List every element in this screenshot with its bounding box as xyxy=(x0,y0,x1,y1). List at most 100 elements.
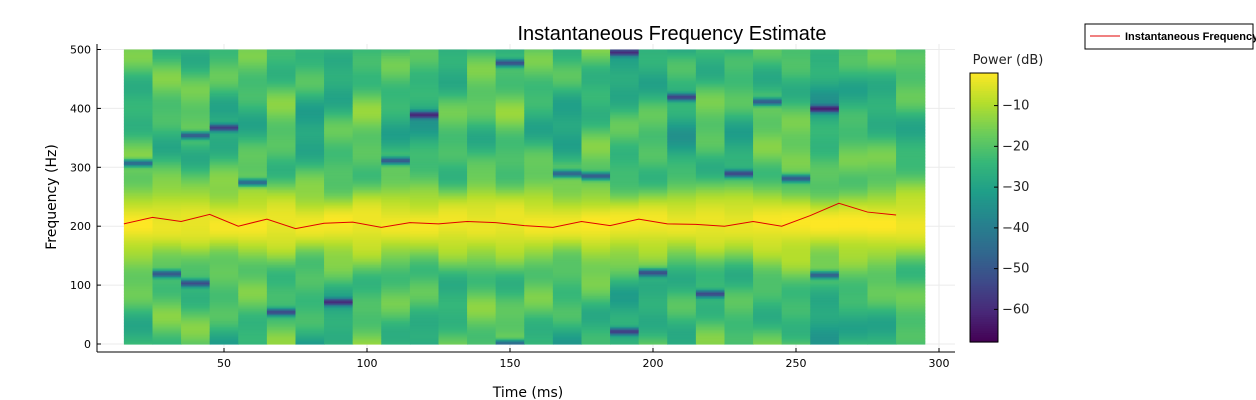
heatmap-cell xyxy=(152,341,182,344)
heatmap-cell xyxy=(638,283,668,286)
heatmap-cell xyxy=(238,145,268,148)
heatmap-cell xyxy=(352,277,382,280)
heatmap-cell xyxy=(123,255,154,258)
heatmap-cell xyxy=(467,293,497,297)
heatmap-cell xyxy=(438,335,468,338)
heatmap-cell xyxy=(552,76,583,79)
heatmap-cell xyxy=(810,168,840,171)
heatmap-cell xyxy=(181,96,211,99)
heatmap-cell xyxy=(438,81,468,84)
heatmap-cell xyxy=(381,164,411,167)
heatmap-cell xyxy=(324,117,354,120)
heatmap-cell xyxy=(753,68,783,71)
heatmap-cell xyxy=(467,96,497,99)
heatmap-cell xyxy=(581,123,611,126)
heatmap-cell xyxy=(381,342,411,345)
heatmap-cell xyxy=(552,335,583,338)
heatmap-cell xyxy=(238,177,268,180)
heatmap-cell xyxy=(181,86,211,89)
heatmap-cell xyxy=(753,149,783,152)
heatmap-cell xyxy=(638,207,668,210)
heatmap-cell xyxy=(552,164,583,167)
heatmap-cell xyxy=(638,111,668,114)
heatmap-cell xyxy=(238,77,268,80)
heatmap-cell xyxy=(324,87,354,90)
heatmap-cell xyxy=(610,183,640,186)
heatmap-cell xyxy=(266,68,297,71)
heatmap-cell xyxy=(495,321,525,324)
heatmap-cell xyxy=(352,137,382,140)
heatmap-cell xyxy=(610,59,640,62)
heatmap-cell xyxy=(467,302,497,305)
heatmap-cell xyxy=(638,77,668,80)
heatmap-cell xyxy=(495,136,525,139)
heatmap-cell xyxy=(324,285,354,288)
heatmap-cell xyxy=(266,292,297,295)
heatmap-cell xyxy=(438,98,468,101)
heatmap-cell xyxy=(409,195,440,198)
heatmap-cell xyxy=(638,226,668,229)
heatmap-cell xyxy=(695,288,726,291)
heatmap-cell xyxy=(152,239,182,242)
heatmap-cell xyxy=(581,321,611,324)
heatmap-cell xyxy=(524,242,554,245)
heatmap-cell xyxy=(467,246,497,249)
heatmap-cell xyxy=(695,142,726,145)
heatmap-cell xyxy=(438,229,468,232)
heatmap-cell xyxy=(409,142,440,145)
heatmap-cell xyxy=(781,264,811,267)
heatmap-cell xyxy=(781,221,811,224)
heatmap-cell xyxy=(552,49,583,52)
heatmap-cell xyxy=(381,133,411,136)
heatmap-cell xyxy=(724,108,754,111)
heatmap-cell xyxy=(495,267,525,270)
heatmap-cell xyxy=(123,112,154,115)
heatmap-cell xyxy=(495,218,525,221)
heatmap-cell xyxy=(324,268,354,271)
heatmap-cell xyxy=(152,84,182,87)
heatmap-cell xyxy=(810,211,840,214)
heatmap-cell xyxy=(467,285,497,288)
heatmap-cell xyxy=(324,195,354,198)
heatmap-cell xyxy=(381,311,411,314)
heatmap-cell xyxy=(667,95,697,98)
heatmap-cell xyxy=(581,140,611,143)
heatmap-cell xyxy=(781,233,811,236)
heatmap-cell xyxy=(123,142,154,145)
heatmap-cell xyxy=(667,211,697,214)
heatmap-cell xyxy=(381,199,411,202)
heatmap-cell xyxy=(438,78,468,82)
heatmap-cell xyxy=(438,77,468,80)
heatmap-cell xyxy=(524,134,554,137)
heatmap-cell xyxy=(781,142,811,145)
heatmap-cell xyxy=(152,156,182,160)
heatmap-cell xyxy=(581,117,611,120)
heatmap-cell xyxy=(324,243,354,246)
heatmap-cell xyxy=(753,324,783,327)
heatmap-cell xyxy=(667,111,697,114)
heatmap-cell xyxy=(610,62,640,65)
heatmap-cell xyxy=(495,168,525,171)
heatmap-cell xyxy=(753,260,783,263)
heatmap-cell xyxy=(667,293,697,297)
heatmap-cell xyxy=(724,280,754,283)
heatmap-cell xyxy=(638,254,668,257)
heatmap-cell xyxy=(295,92,325,95)
heatmap-cell xyxy=(495,101,525,104)
heatmap-cell xyxy=(467,236,497,239)
heatmap-cell xyxy=(438,67,468,70)
heatmap-cell xyxy=(724,136,754,139)
heatmap-cell xyxy=(438,145,468,148)
heatmap-cell xyxy=(610,327,640,330)
heatmap-cell xyxy=(181,342,211,345)
heatmap-cell xyxy=(610,196,640,199)
heatmap-cell xyxy=(524,327,554,330)
heatmap-cell xyxy=(667,301,697,304)
heatmap-cell xyxy=(409,233,440,236)
heatmap-cell xyxy=(438,105,468,108)
heatmap-cell xyxy=(610,273,640,276)
heatmap-cell xyxy=(524,168,554,171)
heatmap-cell xyxy=(209,103,239,107)
heatmap-cell xyxy=(438,187,468,190)
heatmap-cell xyxy=(667,192,697,195)
